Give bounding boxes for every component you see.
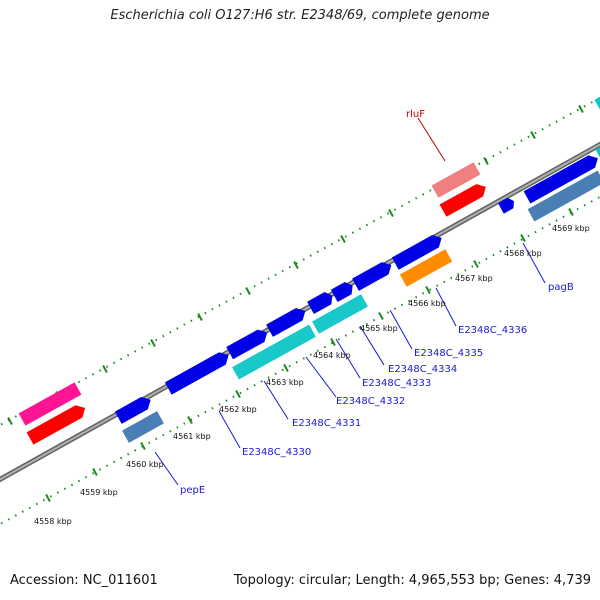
tick-labels: 4558 kbp 4559 kbp 4560 kbp 4561 kbp 4562 kbp…: [34, 224, 590, 526]
tick-marks: [7, 105, 584, 502]
tick-label: 4561 kbp: [173, 432, 211, 441]
outer-major-tick: [530, 131, 536, 139]
feature-pink-left[interactable]: [18, 382, 82, 426]
feature-cyan-edge-top[interactable]: [594, 90, 600, 113]
feature-blue-upper-right[interactable]: [523, 152, 600, 204]
gene-label-e2348c_4334[interactable]: E2348C_4334: [388, 364, 457, 375]
gene-label-e2348c_4331[interactable]: E2348C_4331: [292, 418, 361, 429]
tick-label: 4566 kbp: [408, 299, 446, 308]
feature-rluF-pale[interactable]: [431, 162, 481, 198]
outer-tick-track: [0, 96, 600, 427]
feature-red-left[interactable]: [26, 402, 89, 445]
outer-major-tick: [578, 105, 584, 113]
gene-label-pepe[interactable]: pepE: [180, 485, 205, 496]
major-tick: [92, 468, 98, 476]
outer-major-tick: [102, 365, 108, 373]
outer-major-tick: [7, 417, 13, 425]
gene-label-e2348c_4333[interactable]: E2348C_4333: [362, 378, 431, 389]
gene-label-e2348c_4332[interactable]: E2348C_4332: [336, 396, 405, 407]
feature-cyan-4333[interactable]: [312, 294, 368, 334]
outer-major-tick: [388, 209, 394, 217]
major-tick: [283, 364, 289, 372]
feature-steelblue-pepE[interactable]: [122, 411, 164, 443]
feature-blue-4335[interactable]: [352, 259, 395, 291]
label-callouts: [154, 117, 546, 486]
major-tick: [568, 208, 574, 216]
gene-label-e2348c_4330[interactable]: E2348C_4330: [242, 447, 311, 458]
feature-blue-4330[interactable]: [164, 349, 232, 395]
tick-label: 4560 kbp: [126, 460, 164, 469]
tick-label: 4564 kbp: [313, 351, 351, 360]
outer-major-tick: [293, 261, 299, 269]
outer-major-tick: [483, 157, 489, 165]
feature-blue-pepE-upper[interactable]: [114, 394, 154, 424]
inner-tick-track: [0, 195, 600, 526]
gene-label-pagb[interactable]: pagB: [548, 282, 574, 293]
outer-major-tick: [340, 235, 346, 243]
gene-labels[interactable]: pepE E2348C_4330 E2348C_4331 E2348C_4332 E23…: [180, 109, 574, 496]
major-tick: [235, 390, 241, 398]
major-tick: [45, 494, 51, 502]
tick-label: 4563 kbp: [266, 378, 304, 387]
feature-rluF-red[interactable]: [439, 181, 490, 217]
feature-blue-4336[interactable]: [391, 232, 445, 270]
gene-label-rluf[interactable]: rluF: [406, 109, 425, 120]
major-tick: [425, 286, 431, 294]
feature-blue-small-right[interactable]: [497, 196, 517, 214]
major-tick: [378, 312, 384, 320]
tick-label: 4562 kbp: [219, 405, 257, 414]
map-title: Escherichia coli O127:H6 str. E2348/69, …: [110, 8, 490, 23]
gene-label-e2348c_4336[interactable]: E2348C_4336: [458, 325, 527, 336]
gene-label-e2348c_4335[interactable]: E2348C_4335: [414, 348, 483, 359]
outer-major-tick: [197, 313, 203, 321]
outer-major-tick: [150, 339, 156, 347]
tick-label: 4558 kbp: [34, 517, 72, 526]
feature-cyan-4331[interactable]: [232, 324, 316, 380]
major-tick: [520, 234, 526, 242]
tick-label: 4569 kbp: [552, 224, 590, 233]
feature-blue-4333[interactable]: [307, 290, 336, 314]
accession-text: Accession: NC_011601: [10, 573, 158, 588]
feature-blue-4334[interactable]: [330, 280, 356, 302]
tick-label: 4565 kbp: [360, 324, 398, 333]
feature-blue-4331[interactable]: [226, 326, 270, 360]
major-tick: [187, 416, 193, 424]
tick-label: 4567 kbp: [455, 274, 493, 283]
outer-major-tick: [245, 287, 251, 295]
tick-label: 4568 kbp: [504, 249, 542, 258]
major-tick: [473, 260, 479, 268]
feature-orange-4336[interactable]: [399, 249, 453, 287]
tick-label: 4559 kbp: [80, 488, 118, 497]
feature-layer[interactable]: [18, 90, 600, 445]
major-tick: [140, 442, 146, 450]
major-tick: [330, 338, 336, 346]
topology-summary: Topology: circular; Length: 4,965,553 bp…: [233, 573, 591, 588]
feature-cyan-edge-mid[interactable]: [595, 143, 600, 159]
feature-blue-4332[interactable]: [266, 305, 309, 337]
feature-steelblue-right[interactable]: [527, 170, 600, 222]
